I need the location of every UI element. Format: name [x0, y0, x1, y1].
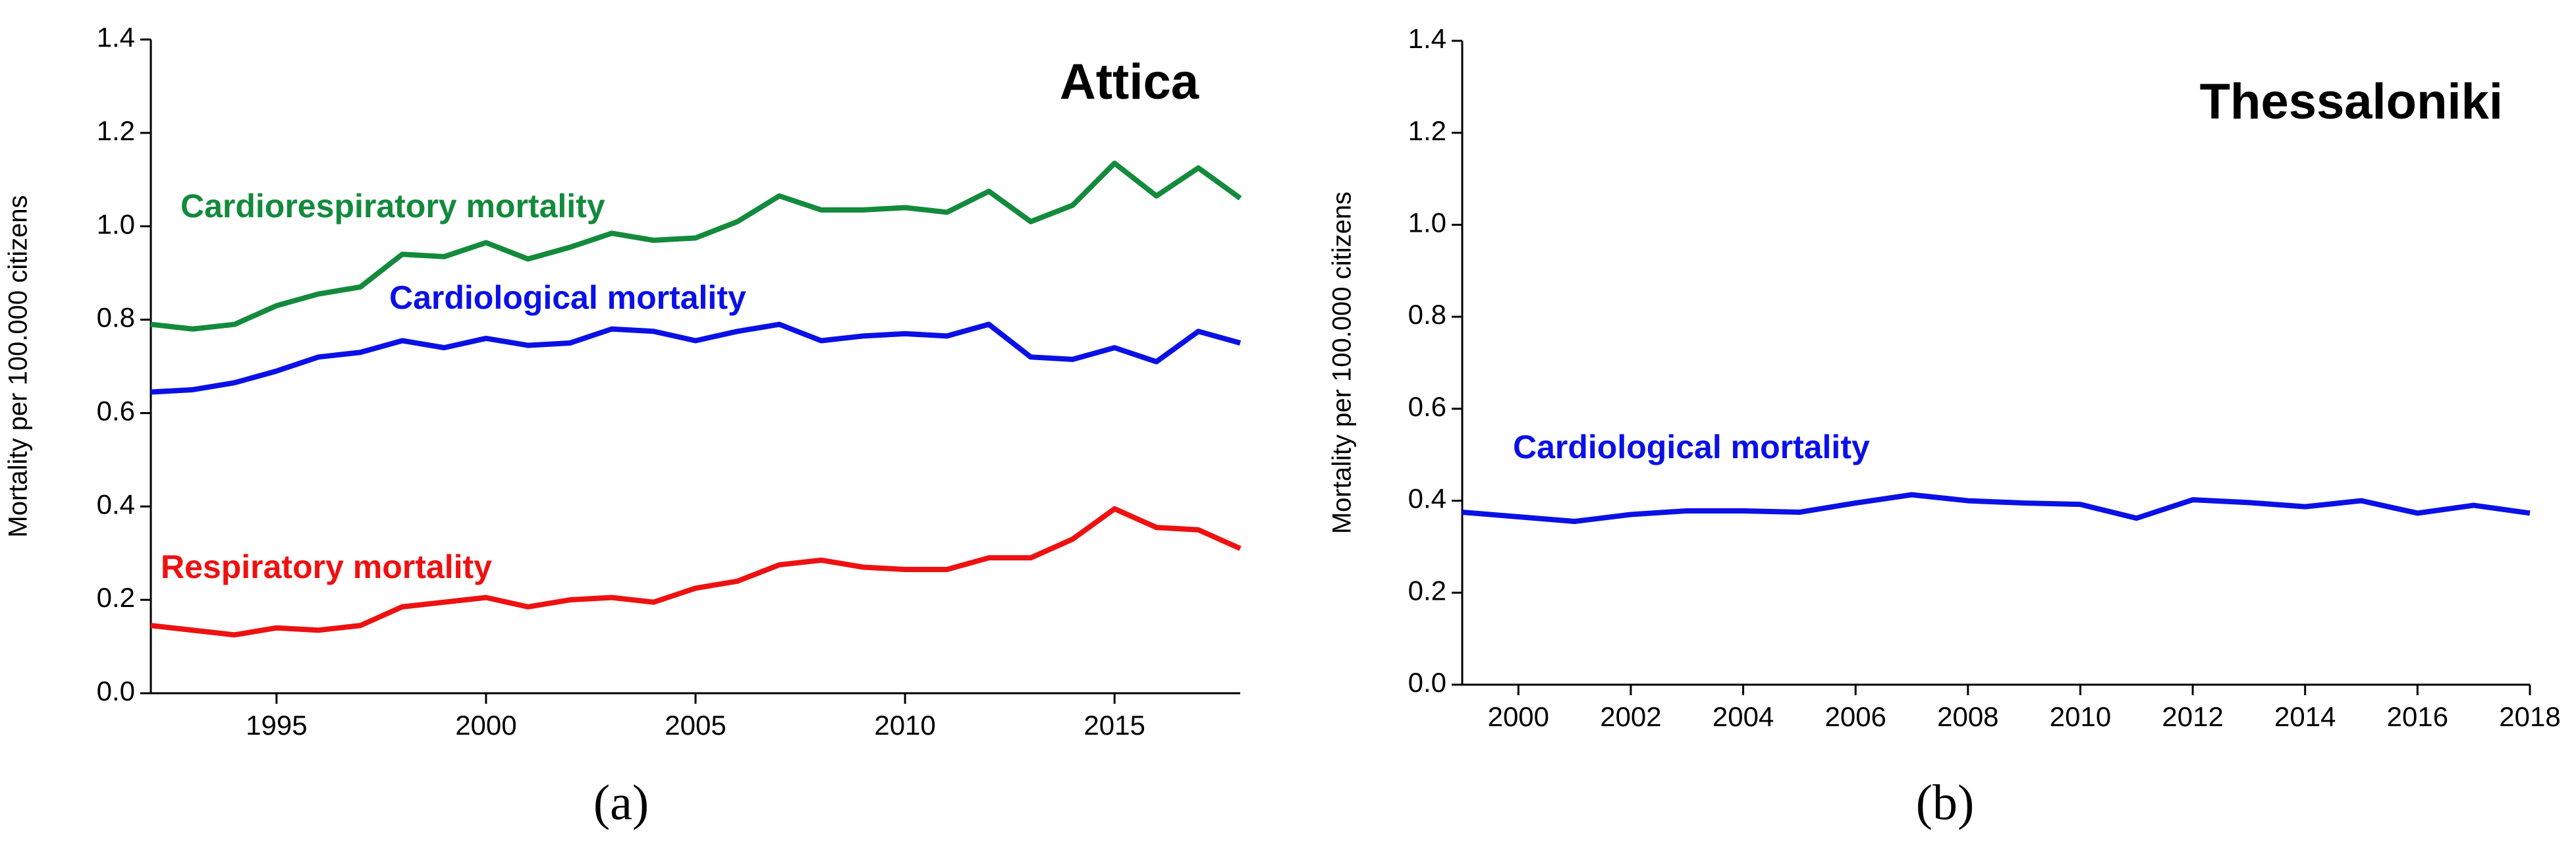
- y-tick-label: 0.4: [1408, 483, 1446, 514]
- y-tick-label: 1.0: [1408, 207, 1446, 238]
- series-line: [1462, 492, 2531, 525]
- x-tick-label: 2015: [1083, 710, 1145, 741]
- x-tick-label: 1995: [246, 710, 307, 741]
- x-tick-label: 2006: [1824, 701, 1886, 732]
- x-tick-label: 2004: [1713, 701, 1774, 732]
- y-tick-label: 0.0: [97, 675, 135, 706]
- y-axis-label: Mortality per 100.000 citizens: [1328, 192, 1357, 534]
- x-tick-label: 2014: [2274, 701, 2336, 732]
- y-tick-label: 0.6: [1408, 391, 1446, 422]
- y-tick-label: 1.2: [1408, 115, 1446, 146]
- y-tick-label: 0.2: [97, 582, 135, 613]
- x-tick-label: 2008: [1937, 701, 1998, 732]
- caption: (a): [593, 775, 649, 830]
- y-tick-label: 1.0: [97, 209, 135, 240]
- y-tick-label: 0.4: [97, 488, 135, 519]
- y-axis-label: Mortality per 100.000 citizens: [4, 195, 33, 537]
- y-tick-label: 1.2: [97, 115, 135, 146]
- series-label: Cardiological mortality: [389, 279, 746, 316]
- series-label: Respiratory mortality: [161, 548, 492, 585]
- y-tick-label: 0.0: [1408, 667, 1446, 698]
- x-tick-label: 2012: [2162, 701, 2223, 732]
- chart: 0.0 0.2 0.4 0.6 0.8 1.0 1.2 1.4 2000 2002 2004 2006…: [1328, 23, 2561, 830]
- x-tick-label: 2005: [665, 710, 726, 741]
- series-line: [150, 160, 1242, 332]
- x-tick-label: 2018: [2499, 701, 2560, 732]
- x-tick-label: 2000: [1488, 701, 1549, 732]
- y-tick-label: 1.4: [1408, 23, 1446, 54]
- y-tick-label: 0.6: [97, 396, 135, 427]
- chart-title: Thessaloniki: [2200, 74, 2503, 130]
- x-tick-label: 2016: [2387, 701, 2448, 732]
- series-line: [150, 506, 1242, 638]
- caption: (b): [1916, 775, 1975, 830]
- series-label: Cardiorespiratory mortality: [180, 188, 605, 224]
- x-tick-label: 2010: [2050, 701, 2111, 732]
- chart: 0.0 0.2 0.4 0.6 0.8 1.0 1.2 1.4 1995 2000 2005 2010…: [4, 22, 1242, 830]
- y-tick-label: 1.4: [97, 22, 135, 53]
- chart-title: Attica: [1060, 54, 1199, 110]
- series-label: Cardiological mortality: [1513, 429, 1870, 465]
- series-line: [150, 321, 1242, 395]
- x-tick-label: 2010: [874, 710, 935, 741]
- y-tick-label: 0.8: [1408, 299, 1446, 330]
- x-tick-label: 2000: [455, 710, 516, 741]
- y-tick-label: 0.2: [1408, 575, 1446, 606]
- x-tick-label: 2002: [1600, 701, 1661, 732]
- y-tick-label: 0.8: [97, 302, 135, 333]
